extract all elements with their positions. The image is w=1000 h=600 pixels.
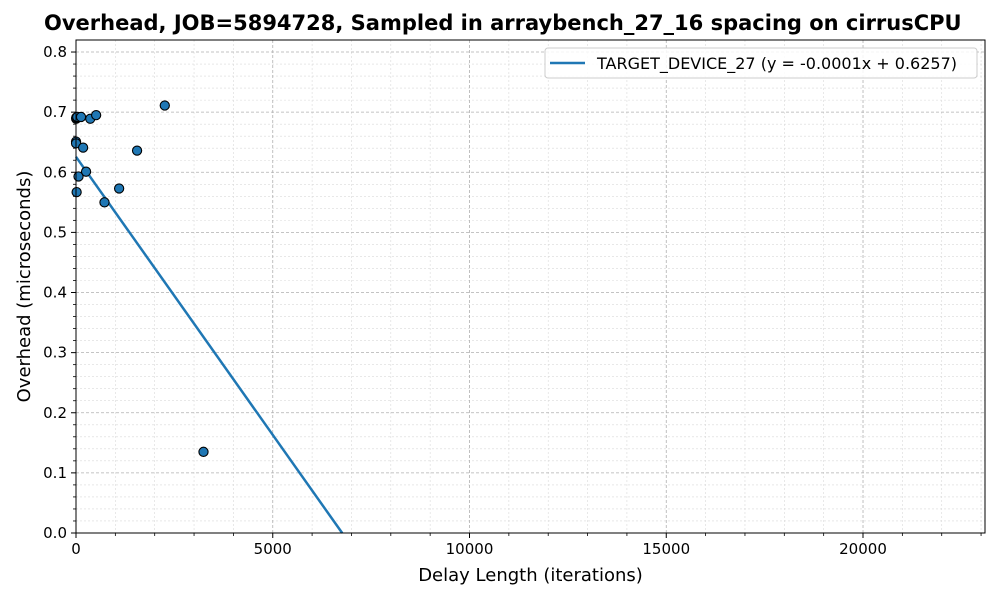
axis-ticks: 0 5000 10000 15000 20000 0.0 0.1 0.2 0.3 0.4 0.5 0.…: [43, 43, 982, 558]
y-tick-label: 0.8: [43, 43, 67, 61]
data-point: [71, 186, 82, 198]
fit-line-layer: [74, 156, 344, 534]
chart-title: Overhead, JOB=5894728, Sampled in arrayb…: [44, 11, 962, 35]
y-tick-label: 0.6: [43, 163, 67, 181]
fit-line: [74, 156, 344, 534]
data-point: [75, 111, 87, 123]
y-tick-label: 0.7: [43, 103, 67, 121]
y-axis-label: Overhead (microseconds): [14, 171, 35, 403]
legend-entry-label: TARGET_DEVICE_27 (y = -0.0001x + 0.6257): [596, 54, 957, 74]
data-point: [90, 110, 102, 121]
data-point: [113, 183, 125, 194]
y-tick-label: 0.3: [43, 344, 67, 362]
plot-frame: [75, 39, 986, 534]
data-points: [70, 100, 209, 457]
y-tick-label: 0.5: [43, 223, 67, 241]
x-tick-label: 5000: [254, 540, 292, 558]
x-tick-label: 15000: [642, 540, 690, 558]
x-tick-label: 10000: [446, 540, 494, 558]
grid: [75, 40, 985, 534]
y-tick-label: 0.1: [43, 464, 67, 482]
data-point: [77, 142, 89, 153]
y-tick-label: 0.0: [43, 524, 67, 542]
data-point: [198, 446, 209, 457]
x-axis-label: Delay Length (iterations): [418, 565, 643, 586]
x-tick-label: 0: [71, 540, 81, 558]
y-tick-label: 0.2: [43, 404, 67, 422]
data-point: [159, 100, 170, 111]
legend: TARGET_DEVICE_27 (y = -0.0001x + 0.6257): [544, 47, 978, 79]
data-point: [99, 197, 110, 208]
y-tick-label: 0.4: [43, 284, 67, 302]
data-point: [131, 145, 143, 156]
x-tick-label: 20000: [839, 540, 887, 558]
legend-box: [544, 47, 978, 79]
data-point: [80, 166, 92, 177]
